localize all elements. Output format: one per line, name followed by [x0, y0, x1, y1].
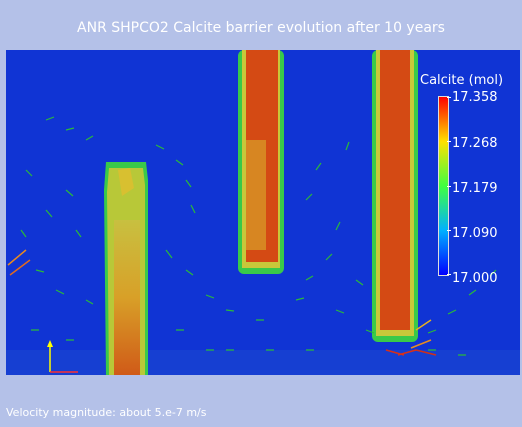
- colorbar-tick-label: 17.358: [452, 90, 498, 105]
- colorbar-tick-label: 17.000: [452, 271, 498, 286]
- colorbar-title: Calcite (mol): [420, 73, 504, 88]
- colorbar-tick: [447, 274, 451, 275]
- colorbar-tick: [447, 97, 451, 98]
- colorbar-tick-label: 17.179: [452, 181, 498, 196]
- velocity-glyphs: [20, 116, 497, 356]
- orientation-axes-icon: [47, 340, 78, 373]
- footer-caption: Velocity magnitude: about 5.e-7 m/s: [6, 406, 207, 419]
- calcite-column-right: [372, 50, 418, 342]
- colorbar-tick-label: 17.090: [452, 226, 498, 241]
- render-viewport[interactable]: [6, 50, 520, 375]
- colorbar-tick: [447, 230, 451, 231]
- plot-title: ANR SHPCO2 Calcite barrier evolution aft…: [77, 20, 445, 36]
- strong-velocity-glyphs: [7, 249, 437, 356]
- colorbar-tick-label: 17.268: [452, 136, 498, 151]
- calcite-column-middle: [238, 50, 284, 274]
- field-render: [6, 50, 520, 375]
- colorbar-tick: [447, 186, 451, 187]
- calcite-column-left: [104, 162, 148, 375]
- colorbar-tick: [447, 141, 451, 142]
